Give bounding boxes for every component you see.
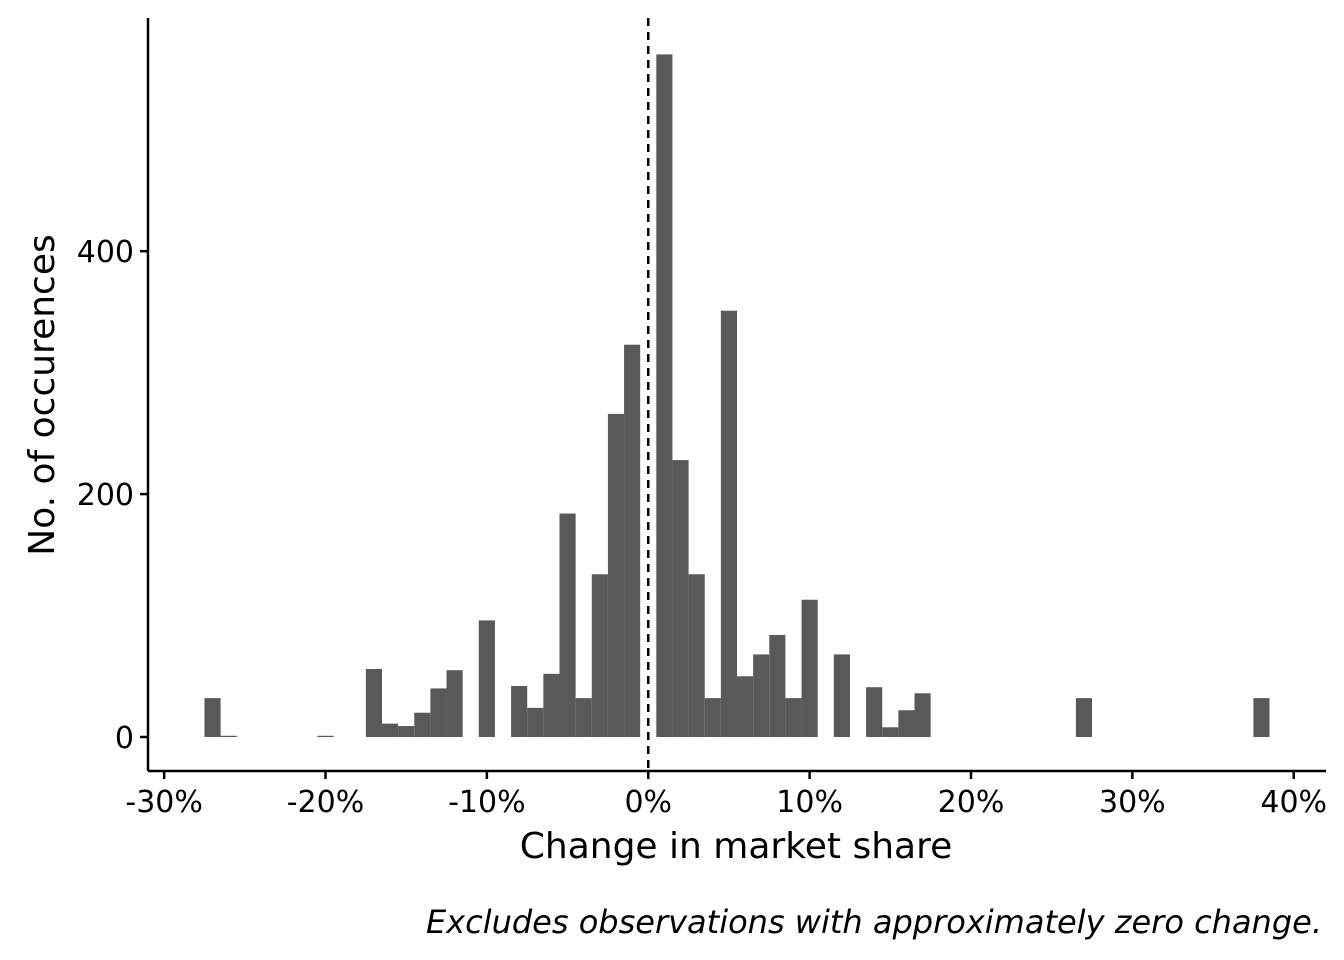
histogram-bar	[414, 712, 431, 737]
x-tick-label: 30%	[1099, 785, 1166, 820]
axes: -30% -20% -10% 0% 10% 20% 30% 40% 0 200 400	[77, 18, 1327, 820]
histogram-bars	[204, 54, 1270, 737]
histogram-bar	[656, 54, 673, 737]
histogram-bar	[688, 574, 705, 737]
histogram-bar	[753, 654, 770, 737]
histogram-bar	[833, 654, 850, 737]
histogram-bar	[430, 688, 447, 737]
histogram-bar	[785, 698, 802, 737]
histogram-bar	[1075, 698, 1093, 737]
y-tick-label: 0	[115, 721, 134, 756]
histogram-bar	[575, 698, 592, 737]
histogram-bar	[317, 735, 334, 737]
y-tick-label: 200	[77, 478, 134, 513]
histogram-bar	[365, 668, 382, 737]
histogram-bar	[704, 698, 721, 737]
y-axis-ticks: 0 200 400	[77, 235, 148, 756]
histogram-bar	[511, 685, 528, 737]
histogram-bar	[882, 727, 899, 737]
histogram-bar	[624, 344, 641, 737]
histogram-bar	[898, 710, 915, 737]
histogram-bar	[866, 687, 883, 737]
histogram-bar	[220, 735, 237, 737]
x-axis-ticks: -30% -20% -10% 0% 10% 20% 30% 40%	[125, 771, 1327, 820]
histogram-bar	[914, 693, 931, 737]
histogram-bar	[591, 574, 608, 737]
x-tick-label: 10%	[776, 785, 843, 820]
histogram-bar	[672, 460, 689, 737]
histogram-bar	[478, 620, 495, 737]
x-tick-label: 0%	[624, 785, 672, 820]
x-tick-label: -10%	[448, 785, 526, 820]
histogram-bar	[446, 670, 463, 737]
y-tick-label: 400	[77, 235, 134, 270]
x-axis-title: Change in market share	[520, 826, 953, 867]
histogram-bar	[381, 723, 399, 737]
x-tick-label: 20%	[938, 785, 1005, 820]
histogram-bar	[559, 513, 576, 737]
histogram-bar	[769, 634, 786, 737]
histogram-bar	[737, 676, 754, 737]
y-axis-title: No. of occurences	[22, 234, 63, 555]
x-tick-label: -30%	[125, 785, 203, 820]
histogram-bar	[720, 310, 737, 737]
histogram-bar	[1253, 698, 1270, 737]
histogram-bar	[801, 599, 818, 737]
x-tick-label: -20%	[287, 785, 365, 820]
histogram-bar	[398, 726, 415, 737]
chart-caption: Excludes observations with approximately…	[426, 903, 1322, 941]
histogram-bar	[204, 698, 221, 737]
histogram-bar	[607, 413, 625, 737]
histogram-bar	[527, 707, 544, 737]
histogram-bar	[543, 673, 560, 737]
x-tick-label: 40%	[1260, 785, 1327, 820]
